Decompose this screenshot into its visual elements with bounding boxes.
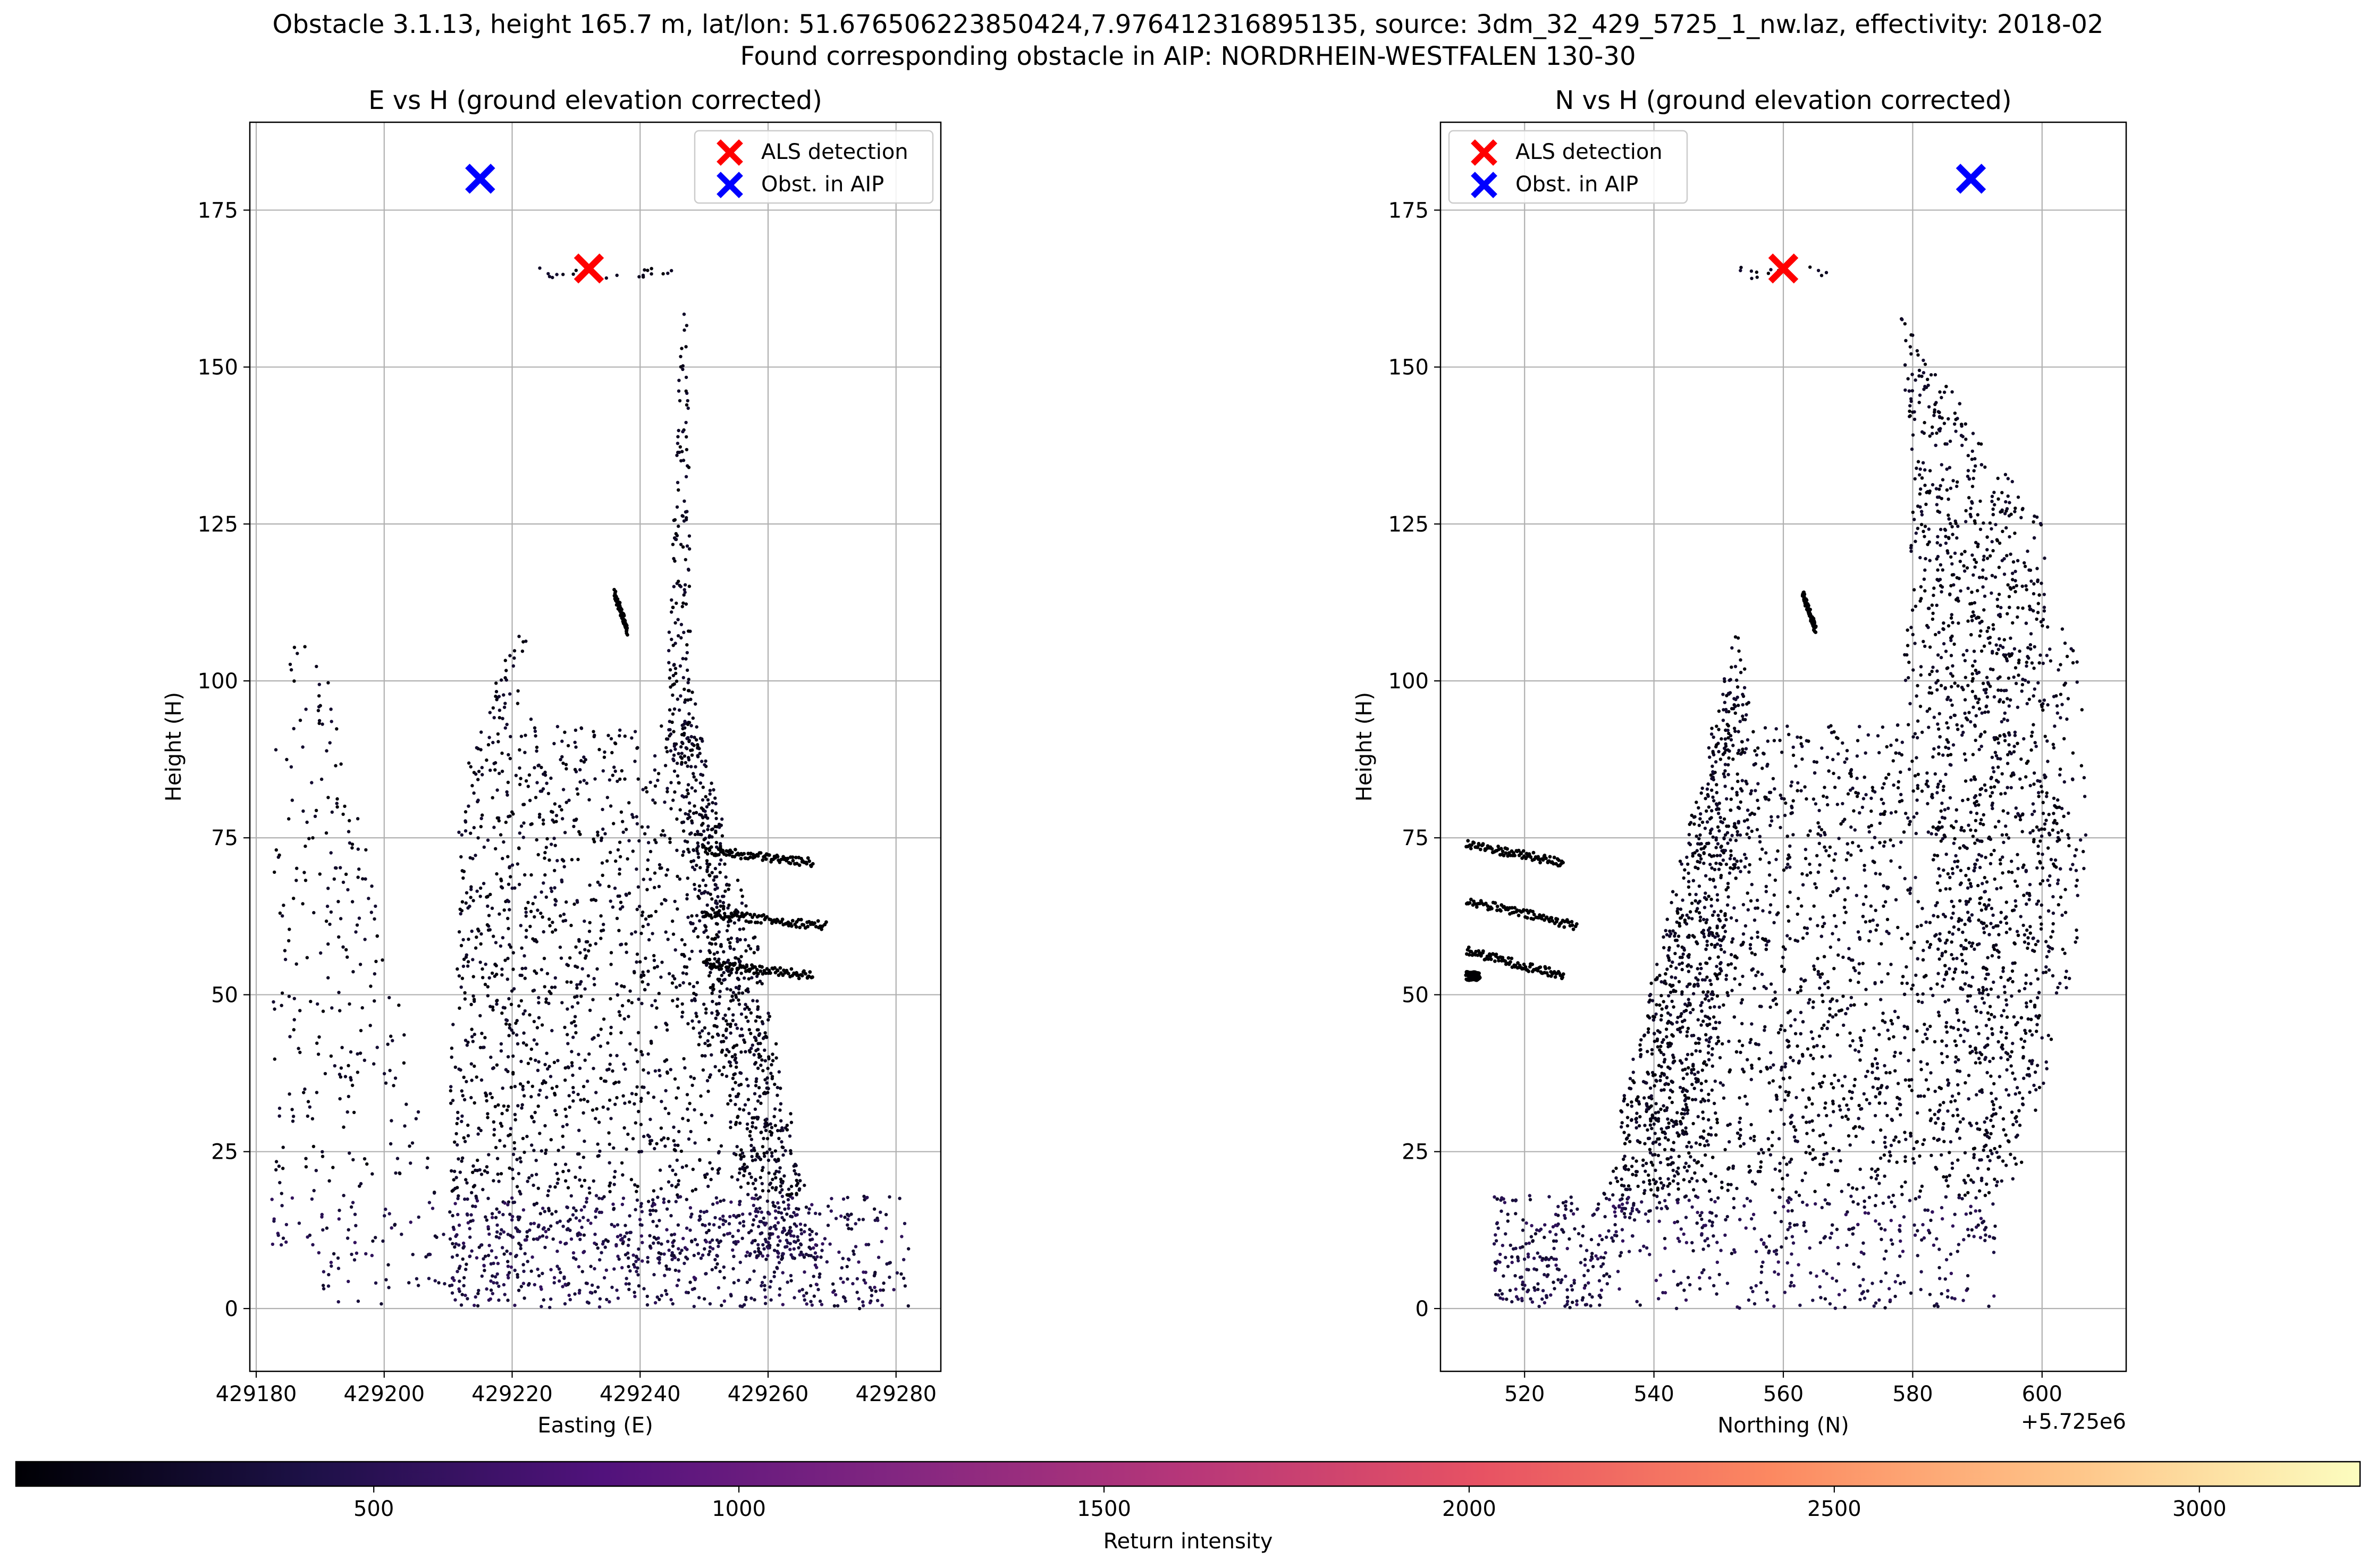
legend-box-easting	[694, 130, 934, 204]
legend-easting: ALS detection Obst. in AIP	[694, 130, 934, 204]
x-tick-label-northing: 600	[2022, 1382, 2062, 1406]
y-tick-label-easting: 75	[211, 826, 238, 850]
x-tick-label-northing: 560	[1763, 1382, 1804, 1406]
point-cloud-region-easting	[317, 1250, 899, 1310]
point-cloud-line-northing	[1800, 590, 1818, 634]
colorbar-gradient	[15, 1461, 2361, 1487]
y-tick-label-northing: 150	[1388, 356, 1429, 380]
legend-label-aip-easting: Obst. in AIP	[761, 172, 884, 197]
als-detection-marker-northing	[1768, 253, 1799, 284]
legend-label-aip-northing: Obst. in AIP	[1515, 172, 1638, 197]
y-tick-label-northing: 75	[1402, 826, 1429, 850]
point-cloud-region-easting	[270, 645, 445, 1247]
x-axis-label-easting: Easting (E)	[537, 1413, 653, 1438]
y-tick-label-northing: 50	[1402, 983, 1429, 1007]
point-cloud-region-easting	[448, 1194, 911, 1311]
y-tick-label-easting: 150	[198, 356, 238, 380]
figure-title-line1: Obstacle 3.1.13, height 165.7 m, lat/lon…	[272, 10, 2104, 39]
markers-easting	[465, 164, 604, 284]
y-tick-label-northing: 175	[1388, 198, 1429, 223]
y-tick-label-easting: 125	[198, 512, 238, 537]
aip-obstacle-marker-easting	[465, 164, 495, 194]
y-tick-label-northing: 0	[1416, 1297, 1429, 1321]
point-cloud-region-northing	[1596, 635, 1750, 1216]
point-cloud-region-northing	[1492, 1194, 1608, 1309]
y-tick-label-easting: 100	[198, 669, 238, 694]
point-cloud-line-northing	[1464, 839, 1565, 868]
aip-obstacle-marker-northing	[1956, 164, 1986, 194]
legend-marker-aip-northing	[1471, 172, 1497, 198]
figure-title-line2: Found corresponding obstacle in AIP: NOR…	[740, 41, 1636, 71]
colorbar-tick-label: 2000	[1442, 1497, 1496, 1521]
colorbar: 500 1000 1500 2000 2500 3000 Return intensity	[15, 1461, 2361, 1554]
point-cloud-region-easting	[667, 313, 693, 712]
y-tick-label-northing: 25	[1402, 1140, 1429, 1165]
plot-area-easting	[250, 122, 941, 1371]
x-tick-label-easting: 429220	[471, 1382, 553, 1406]
point-cloud-northing	[1464, 265, 2088, 1310]
x-axis-offset-northing: +5.725e6	[2021, 1410, 2126, 1434]
legend-marker-als-easting	[717, 139, 743, 166]
legend-marker-aip-easting	[717, 172, 743, 198]
legend-box-northing	[1448, 130, 1688, 204]
x-tick-label-easting: 429240	[600, 1382, 681, 1406]
grid-easting	[250, 122, 941, 1371]
y-tick-label-northing: 100	[1388, 669, 1429, 694]
point-cloud-line-easting	[612, 588, 629, 637]
x-tick-label-easting: 429260	[728, 1382, 809, 1406]
point-cloud-region-northing	[1493, 1250, 1996, 1310]
subplot-title-northing: N vs H (ground elevation corrected)	[1555, 86, 2011, 115]
point-cloud-line-easting	[702, 844, 815, 869]
legend-label-als-easting: ALS detection	[761, 140, 908, 164]
point-cloud-region-northing	[1607, 317, 2066, 1253]
point-cloud-line-northing	[1465, 945, 1565, 981]
y-axis-label-northing: Height (H)	[1352, 692, 1377, 802]
point-cloud-line-easting	[702, 957, 814, 981]
subplot-easting: 429180 429200 429220 429240 429260 429280 0 25 5…	[162, 86, 942, 1438]
ticks-easting: 429180 429200 429220 429240 429260 429280 0 25 5…	[198, 198, 937, 1406]
point-cloud-line-northing	[1464, 897, 1579, 931]
x-axis-label-northing: Northing (N)	[1717, 1413, 1849, 1438]
y-axis-label-easting: Height (H)	[162, 692, 186, 802]
colorbar-tick-label: 3000	[2172, 1497, 2227, 1521]
x-tick-label-northing: 540	[1633, 1382, 1674, 1406]
ticks-northing: 520 540 560 580 600 0 25 50 75 100 125 150 175	[1388, 198, 2062, 1406]
y-tick-label-northing: 125	[1388, 512, 1429, 537]
x-tick-label-easting: 429180	[216, 1382, 297, 1406]
point-cloud-line-easting	[702, 908, 828, 931]
colorbar-tick-label: 2500	[1807, 1497, 1861, 1521]
y-tick-label-easting: 25	[211, 1140, 238, 1165]
colorbar-tick-label: 1000	[712, 1497, 766, 1521]
colorbar-tick-label: 500	[353, 1497, 394, 1521]
subplot-title-easting: E vs H (ground elevation corrected)	[368, 86, 822, 115]
point-cloud-region-easting	[667, 689, 819, 1260]
x-tick-label-northing: 580	[1892, 1382, 1933, 1406]
als-detection-marker-easting	[574, 253, 604, 284]
markers-northing	[1768, 164, 1986, 284]
legend-marker-als-northing	[1471, 139, 1497, 166]
colorbar-tick-label: 1500	[1077, 1497, 1131, 1521]
point-cloud-line-northing	[1464, 970, 1482, 982]
colorbar-label: Return intensity	[1103, 1529, 1273, 1554]
x-tick-label-northing: 520	[1504, 1382, 1545, 1406]
point-cloud-region-easting	[538, 266, 673, 280]
point-cloud-region-northing	[1900, 318, 2088, 1242]
subplot-northing: 520 540 560 580 600 0 25 50 75 100 125 150 175 N vs …	[1352, 86, 2127, 1438]
legend-label-als-northing: ALS detection	[1515, 140, 1663, 164]
x-tick-label-easting: 429200	[343, 1382, 425, 1406]
y-tick-label-easting: 50	[211, 983, 238, 1007]
x-tick-label-easting: 429280	[855, 1382, 937, 1406]
point-cloud-easting	[270, 266, 911, 1311]
y-tick-label-easting: 0	[225, 1297, 238, 1321]
axes-frame-easting	[249, 121, 942, 1372]
legend-northing: ALS detection Obst. in AIP	[1448, 130, 1688, 204]
y-tick-label-easting: 175	[198, 198, 238, 223]
colorbar-ticks: 500 1000 1500 2000 2500 3000	[353, 1486, 2227, 1521]
